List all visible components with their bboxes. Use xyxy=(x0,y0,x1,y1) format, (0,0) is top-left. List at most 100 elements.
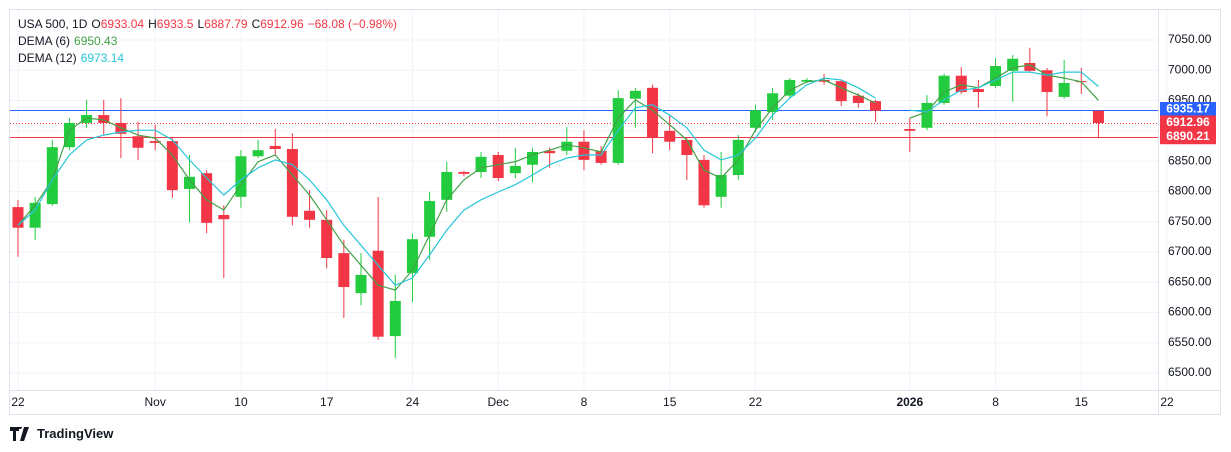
price-label-bg xyxy=(1160,115,1216,131)
x-tick-label: Nov xyxy=(145,395,166,409)
indicator-value: 6950.43 xyxy=(74,34,118,48)
candle-body xyxy=(29,202,41,228)
ohlc-value: 6912.96 xyxy=(260,17,304,31)
y-tick-label: 6600.00 xyxy=(1168,305,1212,319)
candle-body xyxy=(664,130,676,142)
y-tick-label: 6550.00 xyxy=(1168,335,1212,349)
price-label: 6890.21 xyxy=(1166,129,1210,143)
plot xyxy=(10,47,1158,358)
candle-body xyxy=(818,79,830,82)
y-tick-label: 6650.00 xyxy=(1168,274,1212,288)
candle-body xyxy=(286,148,298,217)
x-tick-label: 17 xyxy=(320,395,334,409)
candle-body xyxy=(132,136,144,148)
chart-frame xyxy=(9,9,1221,415)
symbol: USA 500, 1D xyxy=(18,17,88,31)
candle-body xyxy=(561,141,573,151)
x-tick-label: 2026 xyxy=(896,395,923,409)
ohlc-letter: L xyxy=(197,17,205,31)
candle-body xyxy=(98,115,110,123)
x-tick-label: Dec xyxy=(488,395,509,409)
candle-body xyxy=(46,147,58,205)
candle-body xyxy=(921,102,933,128)
grid xyxy=(10,10,1168,390)
x-tick-label: 24 xyxy=(406,395,420,409)
candle-body xyxy=(1007,58,1019,71)
indicator-line xyxy=(17,71,1099,286)
y-tick-label: 6850.00 xyxy=(1168,153,1212,167)
price-label: 6912.96 xyxy=(1166,115,1210,129)
candle-body xyxy=(458,171,470,174)
ohlc-letter: O xyxy=(91,17,101,31)
candle-body xyxy=(475,156,487,172)
candle-body xyxy=(595,150,607,163)
candle-body xyxy=(767,93,779,113)
x-tick-label: 10 xyxy=(234,395,248,409)
change: −68.08 (−0.98%) xyxy=(307,17,398,31)
y-tick-label: 6700.00 xyxy=(1168,244,1212,258)
candle-body xyxy=(1058,82,1070,97)
price-label-bg xyxy=(1160,129,1216,145)
candle-body xyxy=(63,122,75,148)
candle-body xyxy=(698,159,710,206)
candle-body xyxy=(1041,70,1053,93)
candle-body xyxy=(321,219,333,258)
candle-body xyxy=(304,210,316,220)
candle-body xyxy=(647,87,659,139)
candle-body xyxy=(835,81,847,102)
indicator-value: 6973.14 xyxy=(80,51,125,65)
candle-body xyxy=(12,207,24,228)
x-tick-label: 22 xyxy=(749,395,763,409)
x-tick-label: 8 xyxy=(992,395,999,409)
ohlc-item: L6887.79 xyxy=(197,17,247,31)
axes: 6500.00 6550.00 6600.00 6650.00 6700.00 6750.… xyxy=(11,32,1216,409)
candle-body xyxy=(972,89,984,93)
candle-body xyxy=(801,79,813,82)
indicator-name: DEMA (12) xyxy=(18,51,77,65)
candle-body xyxy=(355,274,367,294)
candle-body xyxy=(715,175,727,197)
legend: USA 500, 1D O6933.04 H6933.5 L6887.79 C6912.… xyxy=(18,16,401,67)
candle-body xyxy=(904,128,916,131)
candle-body xyxy=(527,152,538,165)
ohlc-value: 6933.04 xyxy=(100,17,145,31)
candle-body xyxy=(990,66,1002,86)
x-tick-label: 8 xyxy=(581,395,588,409)
branding: TradingView xyxy=(10,426,113,441)
y-tick-label: 7050.00 xyxy=(1168,32,1212,46)
candle-body xyxy=(955,75,967,93)
candle-body xyxy=(201,173,213,223)
candle-body xyxy=(424,201,436,237)
candle-body xyxy=(372,250,384,337)
legend-row: DEMA (12) 6973.14 xyxy=(18,50,401,67)
y-tick-label: 6800.00 xyxy=(1168,184,1212,198)
ohlc-item: C6912.96 xyxy=(252,17,304,31)
candle-body xyxy=(81,115,93,123)
candle-body xyxy=(578,141,590,160)
x-tick-label: 22 xyxy=(11,395,25,409)
legend-row: DEMA (6) 6950.43 xyxy=(18,33,401,50)
candle-body xyxy=(252,150,264,157)
candle-body xyxy=(509,165,521,174)
price-label-bg xyxy=(1160,102,1216,118)
candle-body xyxy=(749,110,761,128)
x-tick-label: 22 xyxy=(1160,395,1174,409)
candle-body xyxy=(1092,110,1104,123)
candle-body xyxy=(149,141,161,143)
candle-body xyxy=(166,141,178,191)
brand-name: TradingView xyxy=(37,426,114,441)
y-tick-label: 7000.00 xyxy=(1168,62,1212,76)
ohlc-item: H6933.5 xyxy=(148,17,193,31)
y-tick-label: 6500.00 xyxy=(1168,365,1212,379)
candle-body xyxy=(732,139,744,176)
indicator-line xyxy=(17,64,1099,291)
candle-body xyxy=(389,300,401,337)
candle-body xyxy=(1024,62,1036,71)
ohlc-value: 6887.79 xyxy=(204,17,248,31)
ohlc-item: O6933.04 xyxy=(91,17,144,31)
ohlc-letter: C xyxy=(251,17,261,31)
candle-body xyxy=(852,95,864,103)
x-tick-label: 15 xyxy=(1075,395,1089,409)
